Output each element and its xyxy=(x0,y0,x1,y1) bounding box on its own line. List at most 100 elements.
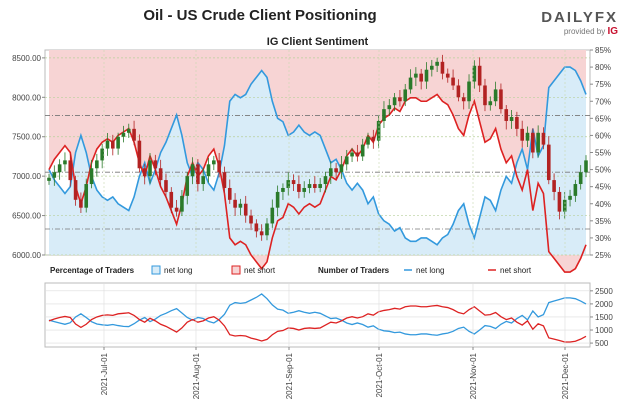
candle-body xyxy=(79,199,83,208)
candle-body xyxy=(467,81,471,102)
candle-body xyxy=(126,128,131,133)
right-tick-label: 60% xyxy=(595,131,611,140)
candle-body xyxy=(515,117,519,129)
candle-body xyxy=(493,89,498,102)
candle-body xyxy=(536,132,540,153)
candle-body xyxy=(440,61,445,74)
candle-body xyxy=(47,177,51,181)
right-tick-label: 75% xyxy=(595,80,611,89)
candle-body xyxy=(355,152,360,157)
candle-body xyxy=(291,180,296,185)
left-tick-label: 8000.00 xyxy=(12,93,41,102)
chart-title: Oil - US Crude Client Positioning xyxy=(143,7,377,24)
candle-body xyxy=(387,105,392,110)
traders-tick-label: 2000 xyxy=(595,300,613,309)
candle-body xyxy=(509,117,514,121)
candle-body xyxy=(116,136,120,149)
candle-body xyxy=(488,101,493,106)
date-tick-label: 2021-Sep-01 xyxy=(285,352,294,399)
candle-body xyxy=(531,132,535,153)
candle-body xyxy=(562,199,567,212)
candle-body xyxy=(196,164,200,185)
candle-body xyxy=(477,65,482,86)
candle-body xyxy=(525,132,530,141)
date-tick-label: 2021-Jul-01 xyxy=(100,352,109,395)
candle-body xyxy=(174,207,179,212)
candle-body xyxy=(185,176,190,196)
candle-body xyxy=(137,140,142,169)
candle-body xyxy=(57,164,62,173)
candle-body xyxy=(430,65,434,70)
candle-body xyxy=(227,187,232,200)
candle-body xyxy=(153,160,158,169)
left-tick-label: 6500.00 xyxy=(12,212,41,221)
traders-tick-label: 1500 xyxy=(595,313,613,322)
candle-body xyxy=(212,160,216,165)
candle-body xyxy=(350,152,354,157)
candle-body xyxy=(89,168,94,185)
candle-body xyxy=(270,207,275,224)
candle-body xyxy=(499,89,503,110)
date-tick-label: 2021-Dec-01 xyxy=(561,352,570,399)
candle-body xyxy=(68,160,73,181)
legend-num-title: Number of Traders xyxy=(318,266,390,275)
candle-body xyxy=(190,164,195,177)
candle-body xyxy=(435,61,439,66)
candle-body xyxy=(483,85,487,106)
left-tick-label: 6000.00 xyxy=(12,251,41,260)
candle-body xyxy=(217,160,221,173)
traders-tick-label: 1000 xyxy=(595,326,613,335)
left-tick-label: 7000.00 xyxy=(12,172,41,181)
date-tick-label: 2021-Aug-01 xyxy=(192,352,201,399)
candle-body xyxy=(73,180,78,200)
candle-body xyxy=(398,97,402,102)
net-long-line xyxy=(48,66,587,246)
candle-body xyxy=(148,160,152,177)
candle-body xyxy=(238,203,243,208)
legend-short-swatch xyxy=(231,265,241,275)
legend-pct-short: net short xyxy=(244,266,276,275)
right-tick-label: 70% xyxy=(595,97,611,106)
candle-body xyxy=(382,109,386,121)
candle-body xyxy=(132,128,136,141)
right-tick-label: 85% xyxy=(595,46,611,55)
candle-body xyxy=(552,180,556,192)
candle-body xyxy=(201,176,205,185)
candle-body xyxy=(265,223,269,236)
candle-body xyxy=(142,168,147,177)
candle-body xyxy=(568,195,572,200)
candle-body xyxy=(318,184,322,188)
traders-short-line xyxy=(48,304,587,343)
traders-tick-label: 500 xyxy=(595,339,609,348)
candle-body xyxy=(414,73,418,78)
candle-body xyxy=(233,199,237,208)
candle-body xyxy=(546,144,551,181)
candle-body xyxy=(158,168,163,181)
candle-body xyxy=(557,191,562,212)
logo-brand: DAILYFX xyxy=(541,9,618,26)
candle-body xyxy=(392,97,397,106)
right-tick-label: 55% xyxy=(595,149,611,158)
date-tick-label: 2021-Oct-01 xyxy=(375,352,384,397)
candle-body xyxy=(249,215,253,224)
right-tick-label: 30% xyxy=(595,234,611,243)
candle-body xyxy=(281,187,285,192)
candle-body xyxy=(297,184,301,192)
right-tick-label: 50% xyxy=(595,166,611,175)
candle-body xyxy=(456,85,461,98)
dailyfx-logo: DAILYFX provided by IG xyxy=(540,9,618,37)
right-tick-label: 80% xyxy=(595,63,611,72)
candle-body xyxy=(100,148,104,161)
candle-body xyxy=(578,172,583,185)
candle-body xyxy=(169,191,174,208)
candle-body xyxy=(302,187,307,192)
right-tick-label: 40% xyxy=(595,200,611,209)
candle-body xyxy=(63,160,67,165)
traders-tick-label: 2500 xyxy=(595,287,613,296)
candle-body xyxy=(105,140,110,149)
candle-body xyxy=(254,223,259,232)
legend-num-long: net long xyxy=(416,266,444,275)
candle-body xyxy=(95,160,99,169)
candle-body xyxy=(461,97,466,102)
chart-subtitle: IG Client Sentiment xyxy=(267,36,369,48)
